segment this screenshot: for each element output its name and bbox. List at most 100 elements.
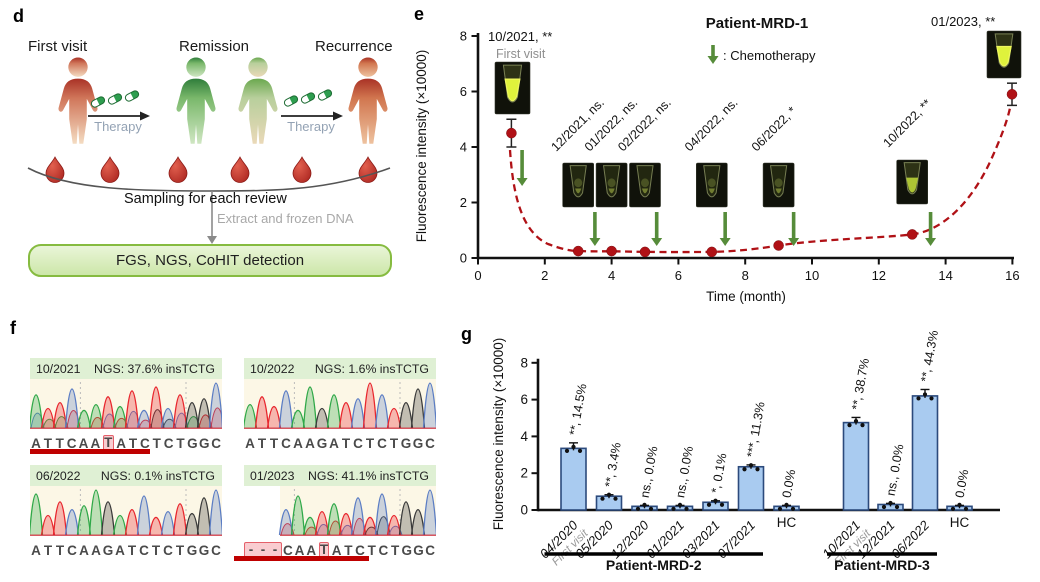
g-replicate-dot	[784, 502, 789, 507]
trace-peak	[338, 402, 354, 429]
sequence-base: A	[245, 436, 255, 451]
trace-peak	[160, 511, 176, 536]
panel-label-d: d	[13, 6, 24, 26]
sequence-base: T	[176, 436, 185, 451]
e-x-tick-label: 6	[675, 268, 682, 283]
sequence-base: G	[102, 543, 114, 558]
trace-peak	[100, 396, 116, 429]
trace-peak	[88, 489, 104, 536]
g-replicate-dot	[755, 467, 760, 472]
g-bar-annotation: ns., 0.0%	[884, 443, 907, 497]
sequence-base: C	[378, 543, 389, 558]
g-replicate-dot	[684, 506, 689, 511]
sequence-base: T	[367, 543, 376, 558]
chromatogram-card-06-2022: 06/2022 NGS: 0.1% insTCTG A T T C A A G A T C T C T G G C	[28, 465, 224, 560]
sequence-base: T	[43, 436, 52, 451]
sequence-base: C	[282, 543, 293, 558]
sequence-base: T	[344, 543, 353, 558]
e-x-tick-label: 12	[872, 268, 886, 283]
g-bar-06/2022	[911, 395, 939, 511]
chemotherapy-arrow-icon	[651, 212, 663, 246]
g-y-tick-label: 8	[520, 355, 528, 370]
e-y-tick-label: 8	[460, 29, 467, 44]
g-y-tick-label: 4	[520, 429, 528, 444]
stage-label-recurrence: Recurrence	[315, 38, 393, 55]
panel-label-g: g	[461, 324, 472, 344]
treatment-timeline-diagram	[27, 57, 391, 244]
e-point-label: 06/2022, *	[749, 104, 799, 154]
chromatogram-header: 10/2022 NGS: 1.6% insTCTG	[244, 358, 436, 379]
sequence-base: T	[43, 543, 53, 558]
chromatogram-header: 06/2022 NGS: 0.1% insTCTG	[30, 465, 222, 486]
sequence-base: T	[257, 436, 267, 451]
trace-peak	[172, 394, 188, 429]
chromatogram-ngs-value: NGS: 1.6% insTCTG	[314, 361, 429, 376]
sequence-base: C	[281, 436, 291, 451]
chemotherapy-arrow-icon	[516, 150, 528, 186]
trace-peak	[398, 501, 414, 536]
trace-peak	[314, 511, 330, 536]
person-remission-1	[176, 57, 216, 144]
sequence-base: T	[152, 436, 161, 451]
sequence-base: A	[331, 543, 342, 558]
detection-label: FGS, NGS, CoHIT detection	[115, 252, 305, 269]
e-y-tick-label: 0	[460, 251, 467, 266]
g-bar-04/2020	[560, 447, 587, 511]
g-bar-annotation: ***, 11.3%	[744, 401, 768, 459]
sequence-base: A	[306, 543, 317, 558]
sequence-base: A	[31, 543, 41, 558]
therapy-arrow-2	[281, 111, 343, 121]
g-replicate-dot	[742, 467, 747, 472]
sequence-base: A	[116, 436, 126, 451]
chromatogram-header: 10/2021 NGS: 37.6% insTCTG	[30, 358, 222, 379]
sequence-base: T	[175, 543, 185, 558]
trace-peak	[278, 390, 294, 429]
trace-peak	[52, 402, 68, 429]
g-replicate-dot	[929, 396, 934, 401]
trace-peak	[374, 493, 390, 536]
e-y-axis-label: Fluorescence intensity (×10000)	[414, 50, 429, 242]
e-cuvette-01/2022	[595, 162, 628, 208]
e-data-point	[606, 245, 617, 257]
mrd1-fluorescence-chart: 0 2 4 6 8 10 12 14 16 0 2 4 6 8 Time (month) Fluorescen…	[414, 14, 1022, 304]
e-legend-label: : Chemotherapy	[723, 48, 816, 63]
trace-peak	[350, 398, 366, 429]
g-y-tick-label: 6	[520, 392, 528, 407]
sequence-base: T	[128, 436, 138, 451]
e-x-tick-label: 0	[474, 268, 481, 283]
g-bar-annotation: **, 14.5%	[567, 383, 590, 437]
trace-peak	[302, 516, 318, 536]
g-replicate-dot	[600, 496, 605, 501]
g-replicate-dot	[847, 423, 852, 428]
sequence-base: T	[269, 436, 279, 451]
e-data-point	[572, 245, 584, 257]
trace-peak	[28, 493, 44, 536]
trace-peak	[100, 501, 116, 536]
sequence-base: T	[55, 543, 65, 558]
g-replicate-dot	[894, 504, 900, 510]
sequence-base: C	[139, 543, 149, 558]
e-cuvette-recurrence	[986, 30, 1022, 79]
sequence-base: G	[198, 543, 210, 558]
sequence-base: C	[163, 543, 173, 558]
stage-label-first-visit: First visit	[28, 38, 88, 55]
g-replicate-dot	[606, 492, 612, 497]
trace-peak	[172, 503, 188, 536]
g-bar-07/2021	[737, 465, 765, 511]
chemotherapy-arrow-icon	[589, 212, 601, 246]
g-y-axis-label: Fluorescence intensity (×10000)	[491, 338, 506, 530]
g-replicate-dot	[706, 502, 712, 507]
sequence-base: C	[211, 543, 221, 558]
e-y-tick-label: 2	[460, 195, 467, 210]
sequence-base: T	[389, 436, 399, 451]
trace-peak	[52, 501, 68, 536]
mrd2-mrd3-bar-chart: 0 2 4 6 8 Fluorescence intensity (×10000) **, …	[491, 329, 1000, 573]
g-bar-annotation: ns., 0.0%	[638, 445, 661, 499]
chromatogram-ngs-value: NGS: 0.1% insTCTG	[100, 468, 215, 483]
chromatogram-card-01-2023: 01/2023 NGS: 41.1% insTCTG - - - C A A T A T C T C T G G…	[234, 465, 438, 561]
g-bar-05/2020	[595, 495, 623, 511]
trace-peak	[148, 386, 164, 429]
e-trend-line	[508, 107, 1012, 254]
g-bar-annotation: 0.0%	[953, 468, 972, 498]
